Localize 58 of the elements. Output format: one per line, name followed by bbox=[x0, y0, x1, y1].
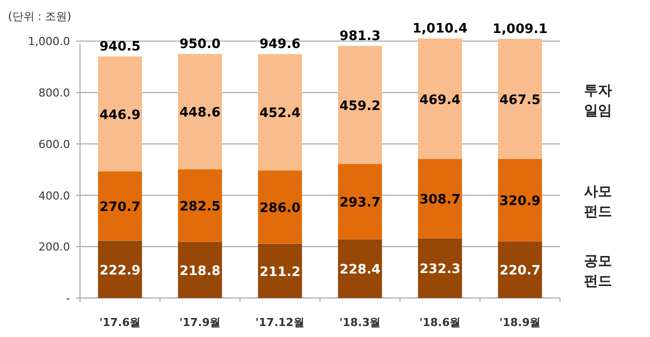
total-label: 1,009.1 bbox=[492, 22, 548, 37]
y-tick-label: 200.0 bbox=[38, 240, 70, 254]
data-label: 293.7 bbox=[339, 196, 381, 211]
x-tick-label: '17.12월 bbox=[255, 316, 305, 329]
y-tick-label: 600.0 bbox=[38, 138, 70, 151]
data-label: 286.0 bbox=[259, 201, 301, 216]
x-tick-label: '18.6월 bbox=[419, 316, 461, 329]
bar bbox=[418, 159, 462, 238]
total-label: 1,010.4 bbox=[412, 21, 468, 36]
total-label: 949.6 bbox=[259, 37, 301, 52]
bar bbox=[338, 239, 382, 298]
bar bbox=[418, 38, 462, 160]
y-tick-label: 400.0 bbox=[38, 189, 70, 202]
bar bbox=[98, 56, 142, 172]
bar bbox=[98, 240, 142, 298]
bar bbox=[498, 38, 542, 159]
data-label: 220.7 bbox=[499, 264, 541, 279]
bar bbox=[418, 238, 462, 298]
bar bbox=[258, 54, 302, 170]
data-label: 228.4 bbox=[339, 262, 381, 278]
bar bbox=[498, 158, 542, 242]
data-label: 469.4 bbox=[419, 92, 461, 108]
text: 투자일임 bbox=[584, 82, 612, 119]
x-tick-label: '18.3월 bbox=[339, 316, 381, 329]
x-tick-label: '17.9월 bbox=[179, 316, 221, 329]
bar bbox=[178, 242, 222, 298]
data-label: 448.6 bbox=[179, 106, 221, 121]
y-tick-label: 1,000.0 bbox=[28, 35, 70, 48]
y-tick-label: 800.0 bbox=[38, 86, 70, 100]
data-label: 467.5 bbox=[499, 92, 541, 108]
data-label: 459.2 bbox=[339, 98, 381, 114]
y-axis-title: (단위 : 조원) bbox=[8, 10, 72, 23]
data-label: 446.9 bbox=[99, 108, 141, 123]
bar bbox=[258, 170, 302, 244]
data-label: 452.4 bbox=[259, 106, 301, 122]
data-label: 222.9 bbox=[99, 263, 141, 278]
y-tick-label: - bbox=[66, 292, 70, 305]
bar bbox=[338, 164, 382, 240]
total-label: 981.3 bbox=[339, 28, 381, 44]
data-label: 270.7 bbox=[99, 200, 141, 215]
data-label: 282.5 bbox=[179, 200, 221, 215]
bar bbox=[498, 241, 542, 298]
data-label: 211.2 bbox=[259, 264, 301, 280]
data-label: 218.8 bbox=[179, 264, 221, 279]
x-tick-label: '18.9월 bbox=[499, 316, 541, 329]
data-label: 308.7 bbox=[419, 192, 461, 208]
bar bbox=[178, 169, 222, 242]
bar bbox=[178, 54, 222, 170]
bar bbox=[258, 244, 302, 298]
total-label: 950.0 bbox=[179, 37, 221, 52]
x-tick-label: '17.6월 bbox=[99, 316, 141, 329]
data-label: 320.9 bbox=[499, 194, 541, 210]
total-label: 940.5 bbox=[99, 39, 141, 54]
bar bbox=[98, 171, 142, 241]
text: 사모펀드 bbox=[584, 184, 612, 220]
data-label: 232.3 bbox=[419, 262, 461, 278]
bar bbox=[338, 46, 382, 164]
text: 공모펀드 bbox=[584, 254, 612, 290]
